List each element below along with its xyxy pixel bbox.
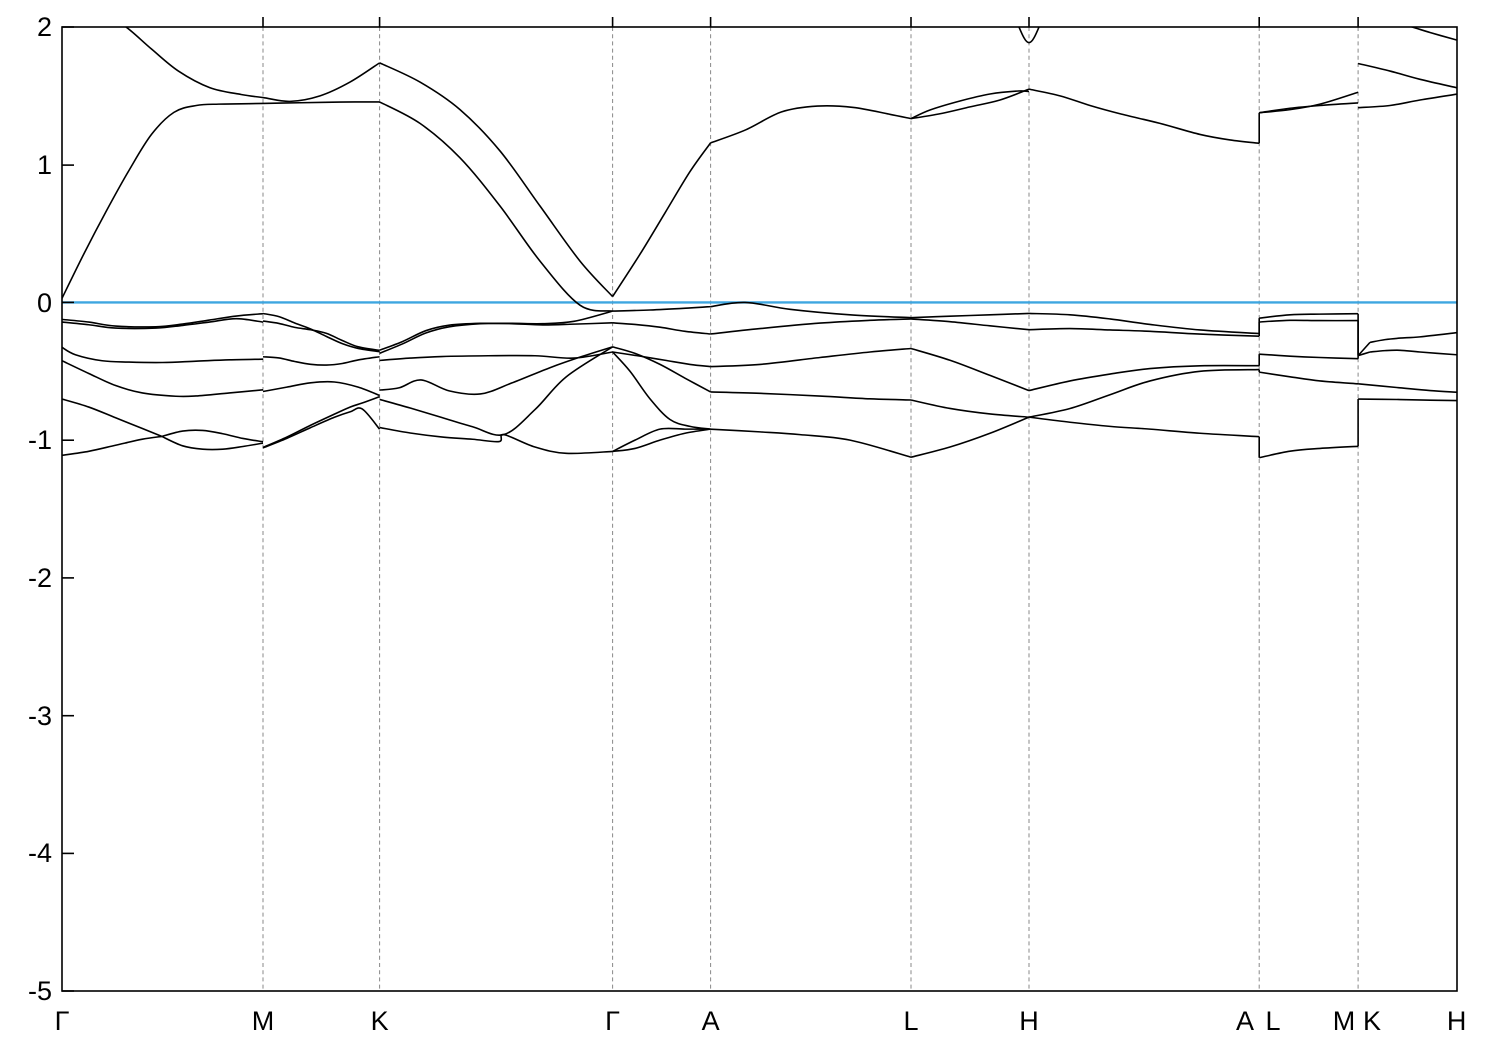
svg-text:-2: -2 (28, 563, 52, 593)
svg-text:M: M (1333, 1006, 1356, 1036)
svg-text:H: H (1019, 1006, 1039, 1036)
svg-text:L: L (1265, 1006, 1280, 1036)
svg-text:Γ: Γ (605, 1006, 620, 1036)
svg-text:K: K (1363, 1006, 1381, 1036)
svg-text:2: 2 (37, 12, 52, 42)
svg-text:-3: -3 (28, 701, 52, 731)
svg-text:A: A (1236, 1006, 1254, 1036)
svg-text:H: H (1447, 1006, 1467, 1036)
svg-text:0: 0 (37, 288, 52, 318)
svg-text:M: M (252, 1006, 275, 1036)
svg-text:K: K (371, 1006, 389, 1036)
svg-text:Γ: Γ (55, 1006, 70, 1036)
svg-text:L: L (903, 1006, 918, 1036)
svg-text:-5: -5 (28, 976, 52, 1006)
svg-text:-4: -4 (28, 838, 52, 868)
svg-text:A: A (702, 1006, 720, 1036)
svg-text:1: 1 (37, 150, 52, 180)
svg-text:-1: -1 (28, 425, 52, 455)
